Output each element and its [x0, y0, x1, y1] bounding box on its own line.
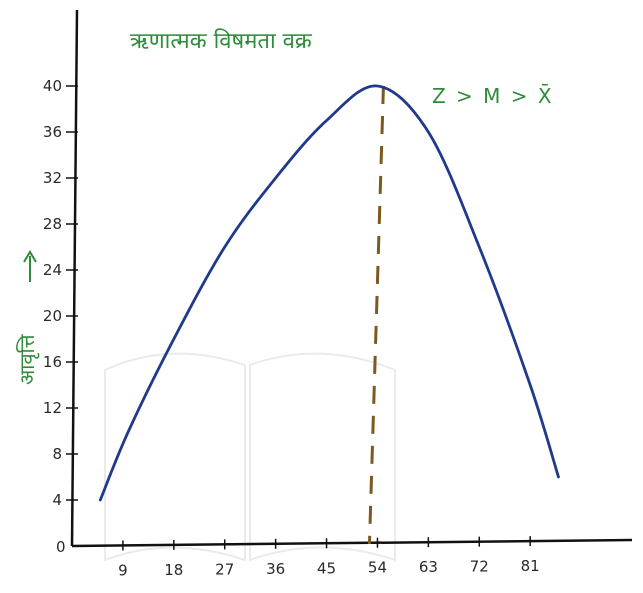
x-tick-label: 45 — [317, 559, 336, 577]
y-axis-label: आवृत्ति — [15, 333, 40, 385]
median-dashed-line — [367, 85, 385, 545]
y-tick-label: 8 — [52, 445, 62, 463]
y-tick-label: 4 — [52, 491, 62, 509]
y-axis-label-group: आवृत्ति — [15, 250, 40, 385]
x-tick-label: 63 — [419, 558, 438, 576]
x-axis-line — [71, 538, 633, 548]
chart-title: ऋणात्मक विषमता वक्र — [130, 28, 313, 54]
y-ticks: 4 8 12 16 20 24 28 32 36 40 — [43, 77, 78, 509]
axes: 0 — [56, 9, 633, 556]
y-tick-label: 12 — [43, 399, 62, 417]
inequality-annotation: Z > M > X̄ — [432, 83, 554, 108]
watermark — [104, 352, 396, 562]
y-tick-label: 36 — [43, 123, 62, 141]
x-ticks: 9 18 27 36 45 54 63 72 81 — [118, 536, 540, 579]
x-tick-label: 81 — [521, 557, 540, 575]
x-tick-label: 72 — [470, 558, 489, 576]
median-reference-line-group — [367, 85, 385, 545]
y-tick-label: 16 — [43, 353, 62, 371]
y-axis-line — [70, 9, 79, 547]
x-tick-label: 18 — [164, 561, 183, 579]
x-tick-label: 27 — [215, 560, 234, 578]
y-tick-label: 20 — [43, 307, 62, 325]
y-axis-arrowhead-icon — [23, 250, 37, 263]
y-tick-label: 24 — [43, 261, 62, 279]
x-tick-label: 9 — [118, 561, 128, 579]
x-tick-label: 54 — [368, 559, 387, 577]
x-tick-label: 36 — [266, 560, 285, 578]
y-tick-label: 28 — [43, 215, 62, 233]
y-tick-label: 40 — [43, 77, 62, 95]
y-tick-label: 32 — [43, 169, 62, 187]
origin-label: 0 — [56, 538, 66, 556]
frequency-curve — [98, 84, 560, 502]
curve-group — [98, 84, 560, 502]
